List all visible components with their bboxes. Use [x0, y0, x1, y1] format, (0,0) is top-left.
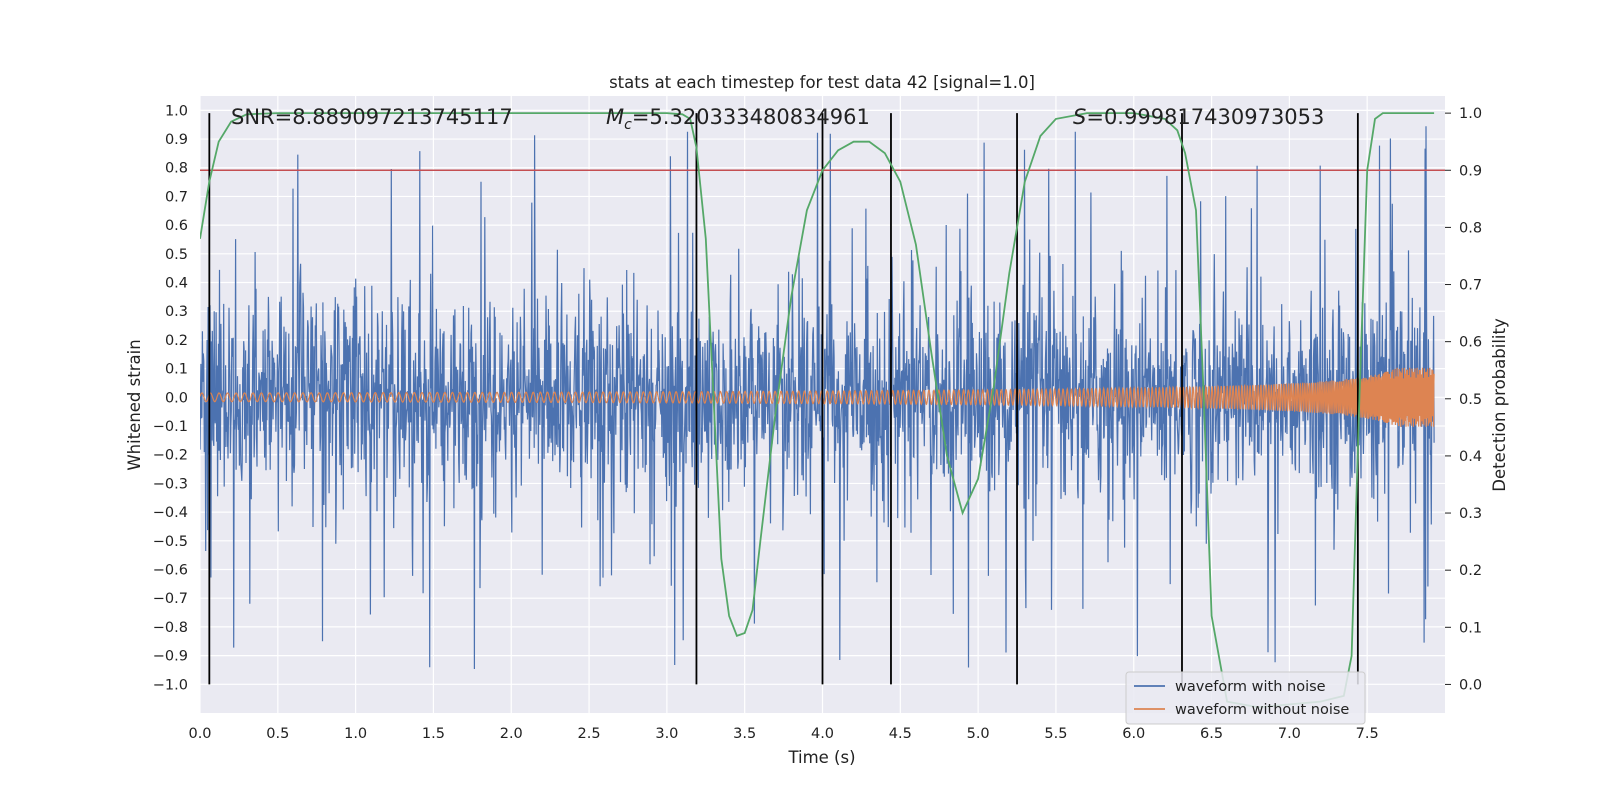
- statistic-annotation: S=0.999817430973053: [1073, 105, 1324, 129]
- x-tick-label: 6.0: [1122, 726, 1145, 742]
- y-tick-label: −0.1: [153, 419, 188, 435]
- x-tick-label: 7.5: [1356, 726, 1379, 742]
- snr-annotation: SNR=8.889097213745117: [231, 105, 513, 129]
- y2-tick-label: 0.5: [1459, 392, 1482, 408]
- noise-trace: [200, 126, 1435, 670]
- x-tick-label: 3.0: [655, 726, 678, 742]
- chirp-trace: [200, 367, 1435, 427]
- x-tick-label: 7.0: [1278, 726, 1301, 742]
- y-axis-right: 1.0 0.9 0.8 0.7 0.6 0.5 0.4 0.3 0.2 0.1 0.0: [1445, 106, 1482, 693]
- x-tick-label: 5.0: [967, 726, 990, 742]
- legend-label-noise: waveform with noise: [1175, 679, 1326, 695]
- y-tick-label: −1.0: [153, 677, 188, 693]
- y-tick-label: 0.9: [165, 132, 188, 148]
- y-tick-label: 0.7: [165, 189, 188, 205]
- x-tick-label: 3.5: [733, 726, 756, 742]
- series-waveform-with-noise: [200, 126, 1435, 670]
- legend-label-clean: waveform without noise: [1175, 702, 1349, 718]
- statistic-symbol: S: [1073, 105, 1086, 129]
- y-tick-label: −0.2: [153, 448, 188, 464]
- chirp-mass-symbol: M: [606, 105, 624, 129]
- y-axis-left: 1.0 0.9 0.8 0.7 0.6 0.5 0.4 0.3 0.2 0.1 0.0 −0.1 −0.…: [153, 103, 188, 693]
- y-tick-label: 0.1: [165, 362, 188, 378]
- series-waveform-without-noise: [200, 367, 1435, 427]
- x-tick-label: 5.5: [1044, 726, 1067, 742]
- x-axis-label: Time (s): [787, 748, 855, 767]
- y2-tick-label: 0.9: [1459, 163, 1482, 179]
- x-tick-label: 1.0: [344, 726, 367, 742]
- y-tick-label: 0.8: [165, 161, 188, 177]
- y-tick-label: −0.7: [153, 591, 188, 607]
- y-tick-label: −0.6: [153, 563, 188, 579]
- y-axis-label: Whitened strain: [125, 339, 144, 470]
- y-tick-label: −0.3: [153, 476, 188, 492]
- overlay: [200, 112, 1445, 709]
- chirp-mass-annotation: Mc=5.320333480834961: [606, 105, 870, 133]
- y-tick-label: −0.9: [153, 649, 188, 665]
- y-tick-label: 0.3: [165, 304, 188, 320]
- y-tick-label: 0.6: [165, 218, 188, 234]
- y2-axis-label: Detection probability: [1490, 318, 1509, 492]
- x-tick-label: 6.5: [1200, 726, 1223, 742]
- legend-box: [1125, 671, 1366, 725]
- x-tick-label: 1.5: [422, 726, 445, 742]
- chirp-mass-value: =5.320333480834961: [632, 105, 870, 129]
- x-tick-label: 0.5: [266, 726, 289, 742]
- y-tick-label: 0.0: [165, 390, 188, 406]
- y-tick-label: 0.5: [165, 247, 188, 263]
- y-tick-label: 1.0: [165, 103, 188, 119]
- statistic-value: =0.999817430973053: [1086, 105, 1324, 129]
- chart-title: stats at each timestep for test data 42 …: [609, 73, 1035, 92]
- y2-tick-label: 1.0: [1459, 106, 1482, 122]
- y-tick-label: −0.4: [153, 505, 188, 521]
- y2-tick-label: 0.4: [1459, 449, 1482, 465]
- y-tick-label: 0.4: [165, 276, 188, 292]
- y2-tick-label: 0.6: [1459, 335, 1482, 351]
- y2-tick-label: 0.2: [1459, 563, 1482, 579]
- y-tick-label: −0.5: [153, 534, 188, 550]
- y2-tick-label: 0.0: [1459, 677, 1482, 693]
- chirp-mass-subscript: c: [624, 117, 632, 133]
- legend: waveform with noise waveform without noi…: [1125, 671, 1366, 725]
- y2-tick-label: 0.7: [1459, 278, 1482, 294]
- y2-tick-label: 0.1: [1459, 620, 1482, 636]
- x-tick-label: 0.0: [188, 726, 211, 742]
- x-tick-label: 4.5: [889, 726, 912, 742]
- y-tick-label: −0.8: [153, 620, 188, 636]
- x-axis: 0.0 0.5 1.0 1.5 2.0 2.5 3.0 3.5 4.0 4.5 5.0 5.5 6.0 6…: [188, 726, 1378, 742]
- x-tick-label: 2.5: [578, 726, 601, 742]
- x-tick-label: 4.0: [811, 726, 834, 742]
- x-tick-label: 2.0: [500, 726, 523, 742]
- y2-tick-label: 0.8: [1459, 220, 1482, 236]
- y-tick-label: 0.2: [165, 333, 188, 349]
- y2-tick-label: 0.3: [1459, 506, 1482, 522]
